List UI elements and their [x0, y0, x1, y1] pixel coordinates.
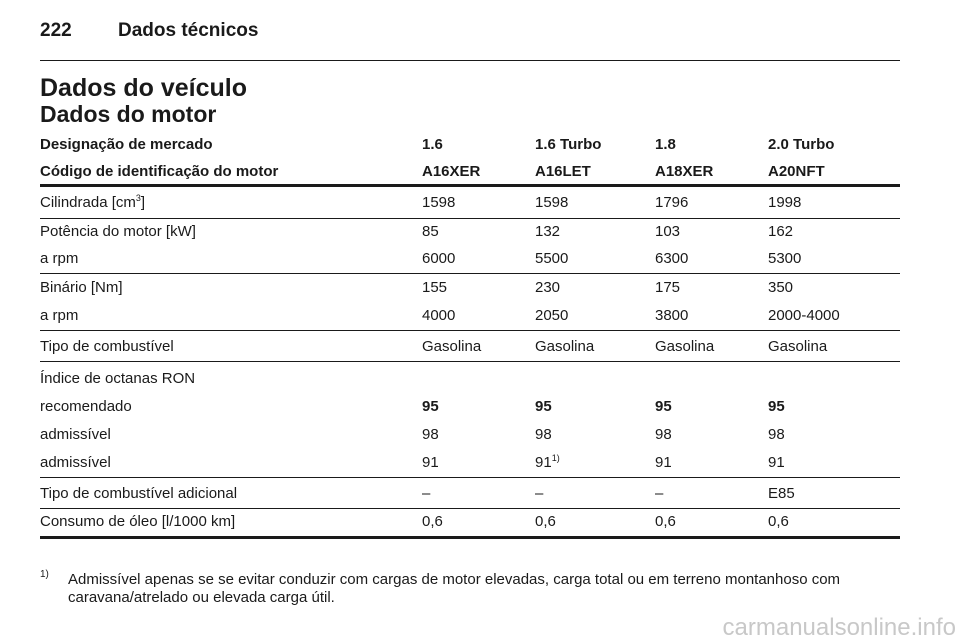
table-cell: Designação de mercado: [40, 136, 213, 153]
header-rule: [40, 60, 900, 61]
table-cell: 5500: [535, 250, 569, 267]
table-cell: 0,6: [535, 513, 556, 530]
table-cell: 91: [768, 454, 785, 471]
table-cell: A16XER: [422, 163, 481, 180]
table-cell: Índice de octanas RON: [40, 370, 196, 387]
table-cell: 6300: [655, 250, 689, 267]
table-cell: –: [535, 485, 544, 502]
table-cell: 911): [535, 454, 560, 472]
table-cell: 1796: [655, 194, 689, 211]
table-cell: 91: [655, 454, 672, 471]
table-rule: [40, 477, 900, 478]
table-cell: admissível: [40, 426, 111, 443]
table-cell: Tipo de combustível: [40, 338, 174, 355]
table-cell: –: [422, 485, 431, 502]
section-title: Dados técnicos: [118, 20, 259, 41]
table-cell: Código de identificação do motor: [40, 163, 279, 180]
table-cell: a rpm: [40, 250, 79, 267]
table-cell: 1598: [535, 194, 569, 211]
superscript: 3: [135, 193, 141, 203]
text-part: Cilindrada [cm: [40, 194, 136, 211]
table-cell: A16LET: [535, 163, 591, 180]
footnote-marker: 1): [40, 569, 49, 580]
table-cell: 5300: [768, 250, 802, 267]
table-cell: Consumo de óleo [l/1000 km]: [40, 513, 236, 530]
page-number: 222: [40, 20, 72, 41]
table-cell: a rpm: [40, 307, 79, 324]
table-cell: 91: [422, 454, 439, 471]
table-cell: –: [655, 485, 664, 502]
table-cell: A20NFT: [768, 163, 825, 180]
table-cell: 3800: [655, 307, 689, 324]
table-cell: 1598: [422, 194, 456, 211]
table-cell: 0,6: [422, 513, 443, 530]
table-cell: 1.8: [655, 136, 676, 153]
table-cell: 95: [768, 398, 785, 415]
table-cell: Gasolina: [655, 338, 715, 355]
table-rule: [40, 361, 900, 362]
table-rule: [40, 508, 900, 509]
table-cell: recomendado: [40, 398, 132, 415]
table-cell: 1998: [768, 194, 802, 211]
table-cell: 230: [535, 279, 561, 296]
table-cell: 98: [655, 426, 672, 443]
table-cell: 6000: [422, 250, 456, 267]
table-cell: 0,6: [655, 513, 676, 530]
table-cell: 95: [422, 398, 439, 415]
table-rule: [40, 184, 900, 187]
table-cell: 350: [768, 279, 794, 296]
table-cell: Gasolina: [422, 338, 482, 355]
table-cell: 2050: [535, 307, 569, 324]
table-cell: 98: [422, 426, 439, 443]
table-cell: Gasolina: [535, 338, 595, 355]
table-rule: [40, 330, 900, 331]
table-cell: 95: [535, 398, 552, 415]
table-cell: 2000-4000: [768, 307, 840, 324]
text-part: ]: [140, 194, 146, 211]
table-cell: 4000: [422, 307, 456, 324]
table-cell: 98: [535, 426, 552, 443]
table-cell: Potência do motor [kW]: [40, 223, 196, 240]
title: Dados do veículo: [40, 74, 247, 102]
table-cell: 132: [535, 223, 561, 240]
table-cell: 85: [422, 223, 439, 240]
table-cell: Cilindrada [cm3]: [40, 194, 145, 212]
table-cell: A18XER: [655, 163, 714, 180]
table-cell: 175: [655, 279, 681, 296]
table-cell: 95: [655, 398, 672, 415]
table-cell: Gasolina: [768, 338, 828, 355]
table-cell: 103: [655, 223, 681, 240]
table-rule: [40, 536, 900, 539]
table-cell: admissível: [40, 454, 111, 471]
table-cell: 0,6: [768, 513, 789, 530]
superscript: 1): [551, 453, 560, 463]
table-cell: 98: [768, 426, 785, 443]
table-cell: Tipo de combustível adicional: [40, 485, 238, 502]
table-rule: [40, 218, 900, 219]
text-part: 91: [535, 454, 552, 471]
table-cell: 155: [422, 279, 448, 296]
table-rule: [40, 273, 900, 274]
table-cell: E85: [768, 485, 795, 502]
table-cell: Binário [Nm]: [40, 279, 123, 296]
table-cell: 1.6 Turbo: [535, 136, 602, 153]
subtitle: Dados do motor: [40, 101, 217, 127]
watermark: carmanualsonline.info: [722, 614, 956, 641]
table-cell: 162: [768, 223, 794, 240]
footnote-text: Admissível apenas se se evitar conduzir …: [68, 571, 841, 606]
table-cell: 1.6: [422, 136, 443, 153]
table-cell: 2.0 Turbo: [768, 136, 835, 153]
